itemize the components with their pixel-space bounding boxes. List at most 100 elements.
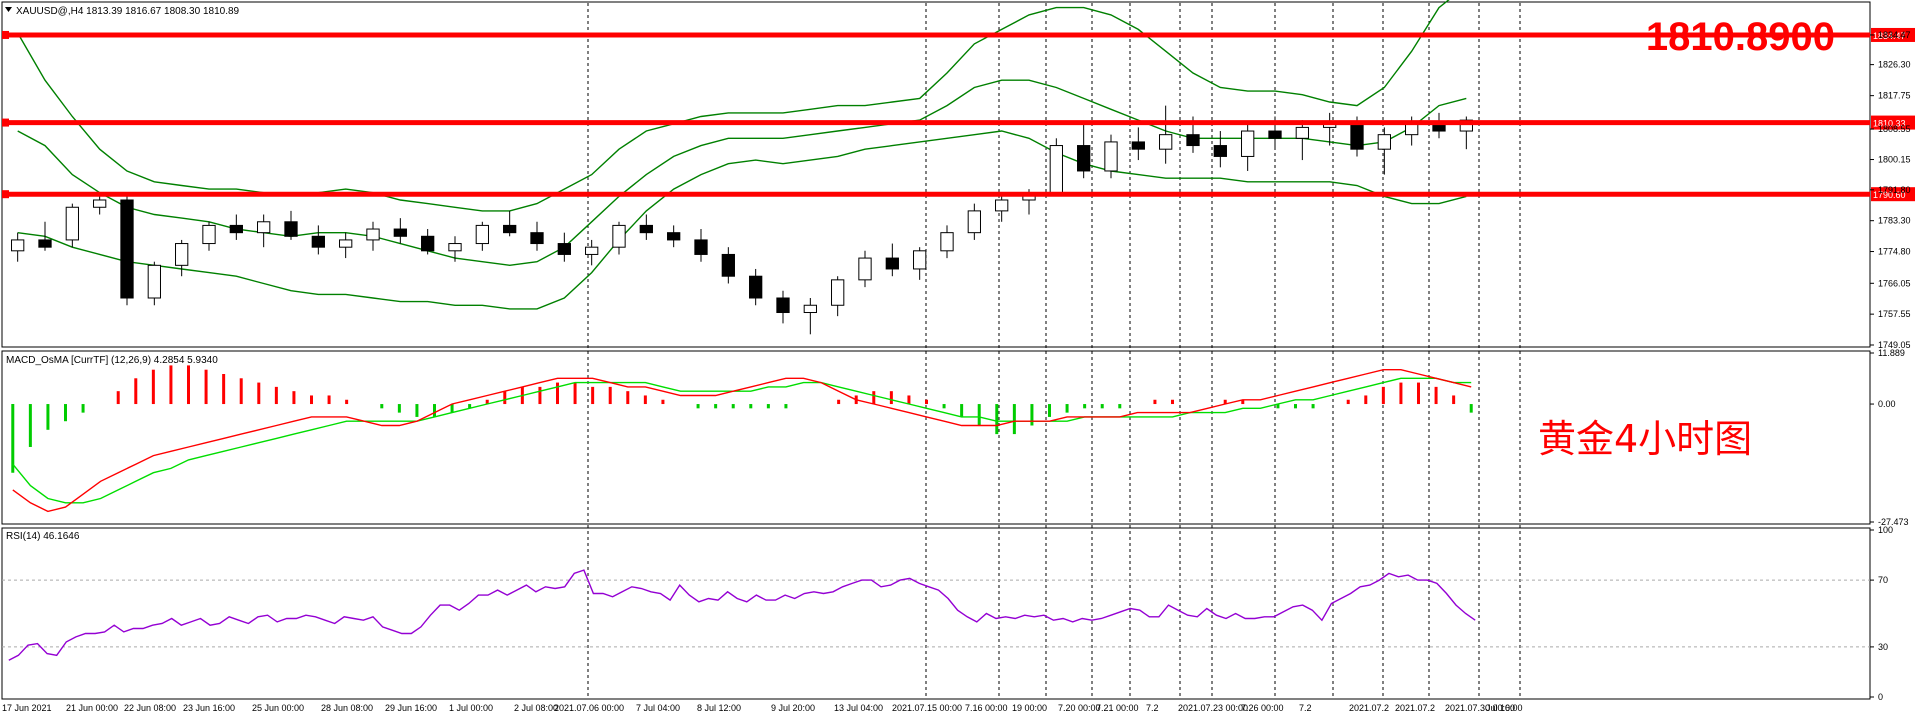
candle-body <box>366 228 380 241</box>
candle-body <box>1104 141 1118 172</box>
x-tick-label: 2 Jul 08:00 <box>514 703 558 713</box>
level-line-marker <box>2 190 9 199</box>
candle-body <box>1077 145 1091 172</box>
x-tick-label: 28 Jun 08:00 <box>321 703 373 713</box>
rsi-line <box>8 569 1476 661</box>
x-tick-label: 7.20 00:00 <box>1058 703 1101 713</box>
candle-body <box>1241 130 1255 157</box>
x-axis: 17 Jun 2021 21 Jun 00:00 22 Jun 08:00 23 Ju… <box>2 703 1523 713</box>
x-tick-label: 29 Jun 16:00 <box>385 703 437 713</box>
price-axis-tick-label: 1817.75 <box>1878 91 1911 101</box>
x-tick-label: 8 Jul 12:00 <box>697 703 741 713</box>
x-tick-label: 19 00:00 <box>1012 703 1047 713</box>
level-price-tag <box>1871 27 1915 42</box>
candle-body <box>421 235 435 252</box>
x-tick-label: 2021.07.23 00:00 <box>1178 703 1248 713</box>
x-tick-label: 7.21 00:00 <box>1096 703 1139 713</box>
candle-body <box>585 246 599 255</box>
candle-body <box>229 224 243 234</box>
candle-body <box>257 221 271 234</box>
price-axis-tick-label: 1834.47 <box>1878 30 1911 40</box>
price-axis-tick-label: 1749.05 <box>1878 340 1911 350</box>
candle-body <box>11 239 25 252</box>
x-tick-label: 2021.07.06 00:00 <box>554 703 624 713</box>
candle-body <box>1268 130 1282 139</box>
rsi-axis-tick-label: 70 <box>1878 575 1888 585</box>
level-price-label: 1810.33 <box>1873 119 1906 129</box>
x-tick-label: 9 Jul 20:00 <box>771 703 815 713</box>
candle-body <box>311 235 325 248</box>
price-panel-frame <box>1 1 1871 348</box>
caption-annotation: 黄金4小时图 <box>1538 417 1752 461</box>
x-tick-label: 21 Jun 00:00 <box>66 703 118 713</box>
candle-body <box>93 199 107 208</box>
price-axis-tick-label: 1808.55 <box>1878 124 1911 134</box>
x-tick-label: 7 Jul 04:00 <box>636 703 680 713</box>
x-tick-label: 17 Jun 2021 <box>2 703 52 713</box>
price-axis-tick-label: 1766.05 <box>1878 278 1911 288</box>
candle-body <box>1131 141 1145 150</box>
macd-axis-tick-label: 11.889 <box>1878 348 1905 358</box>
candle-body <box>831 279 845 306</box>
price-axis-tick-label: 1783.30 <box>1878 216 1911 226</box>
candle-body <box>612 224 626 248</box>
price-axis-tick-label: 1826.30 <box>1878 60 1911 70</box>
candle-body <box>503 224 517 234</box>
x-tick-label: 13 Jul 04:00 <box>834 703 883 713</box>
level-price-tag <box>1871 115 1915 130</box>
candle-body <box>65 206 79 241</box>
candle-body <box>721 253 735 277</box>
x-tick-label: 2021.07.30 00:00 <box>1445 703 1515 713</box>
candle-body <box>175 243 189 266</box>
candle-body <box>639 224 653 234</box>
level-price-label: 1834.47 <box>1873 31 1906 41</box>
candle-body <box>667 232 681 241</box>
level-line-marker <box>2 30 9 39</box>
x-tick-label: 2021.07.2 <box>1395 703 1435 713</box>
dropdown-icon[interactable] <box>5 7 12 12</box>
macd-main-line <box>12 369 1472 513</box>
big-price-annotation: 1810.8900 <box>1646 15 1835 59</box>
candle-body <box>995 199 1009 212</box>
x-tick-label: 7.2 <box>1146 703 1159 713</box>
x-tick-label: 22 Jun 08:00 <box>124 703 176 713</box>
macd-axis-tick-label: -27.473 <box>1878 517 1909 527</box>
price-axis-tick-label: 1800.15 <box>1878 155 1911 165</box>
level-price-tag <box>1871 187 1915 202</box>
rsi-panel-frame <box>1 527 1871 700</box>
candle-body <box>1295 126 1309 139</box>
macd-panel-frame <box>1 350 1871 525</box>
macd-plot <box>11 365 1473 513</box>
x-tick-label: 23 Jun 16:00 <box>183 703 235 713</box>
x-tick-label: 7.16 00:00 <box>965 703 1008 713</box>
candle-body <box>448 243 462 252</box>
bollinger-upper-line <box>17 0 1450 212</box>
candle-body <box>940 232 954 252</box>
candle-body <box>913 250 927 270</box>
macd-axis-tick-label: 0.00 <box>1878 399 1896 409</box>
candle-body <box>967 210 981 234</box>
x-tick-label: 25 Jun 00:00 <box>252 703 304 713</box>
candle-body <box>803 304 817 314</box>
candle-body <box>858 257 872 281</box>
candle-body <box>885 257 899 270</box>
x-tick-label: 2021.07.2 <box>1349 703 1389 713</box>
x-tick-label: Jul 16:00 <box>1486 703 1523 713</box>
candle-body <box>530 232 544 245</box>
candle-body <box>1159 134 1173 150</box>
level-price-label: 1790.60 <box>1873 190 1906 200</box>
price-title: XAUUSD@,H4 1813.39 1816.67 1808.30 1810.… <box>16 6 240 17</box>
x-tick-label: 7.26 00:00 <box>1241 703 1284 713</box>
price-axis-tick-label: 1791.80 <box>1878 185 1911 195</box>
candle-body <box>339 239 353 248</box>
candle-body <box>147 264 161 299</box>
candle-body <box>749 275 763 299</box>
bollinger-lower-line <box>17 130 1467 310</box>
candle-body <box>1377 134 1391 150</box>
candle-body <box>557 243 571 255</box>
price-axis-tick-label: 1774.80 <box>1878 247 1911 257</box>
x-tick-label: 2021.07.15 00:00 <box>892 703 962 713</box>
rsi-title: RSI(14) 46.1646 <box>6 531 80 542</box>
x-tick-label: 1 Jul 00:00 <box>449 703 493 713</box>
candle-body <box>284 221 298 237</box>
